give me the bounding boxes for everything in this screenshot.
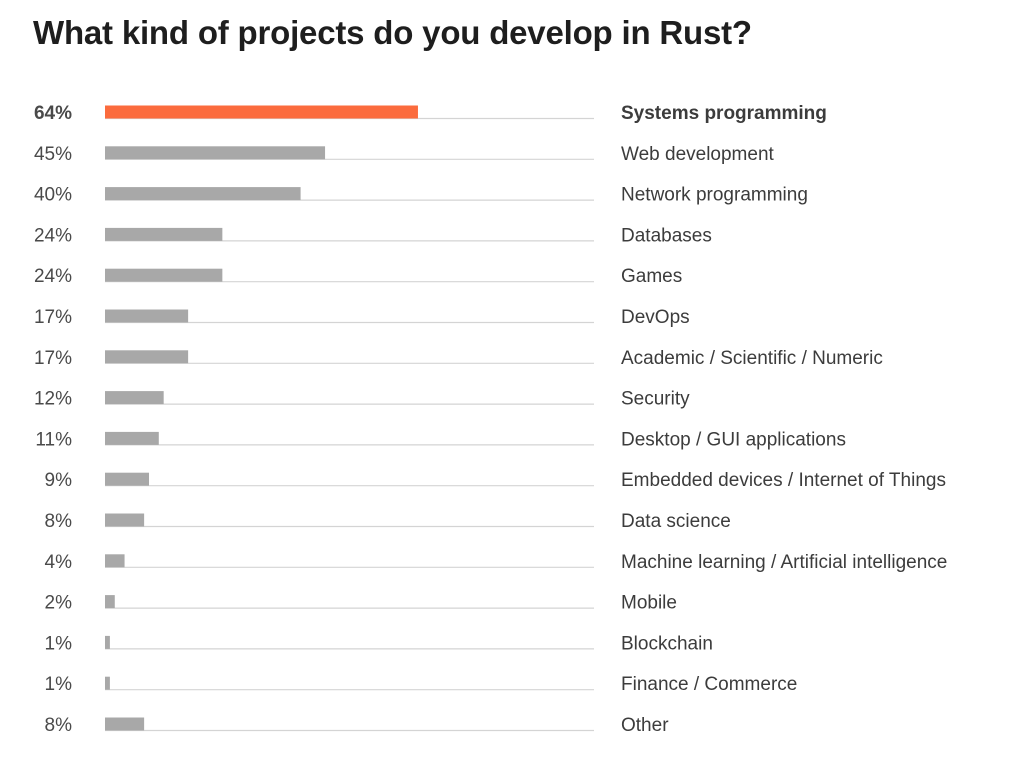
category-label: Finance / Commerce [621,674,797,695]
value-label: 24% [34,225,72,246]
value-label: 4% [45,552,73,573]
bar-row: 45% Web development [34,144,775,165]
value-label: 8% [45,715,73,736]
category-label: Data science [621,511,731,532]
bar [105,472,150,486]
bar-row: 11% Desktop / GUI applications [35,429,846,450]
chart-title: What kind of projects do you develop in … [33,14,752,51]
category-label: Systems programming [621,103,827,124]
bar [105,146,326,160]
bar [105,717,145,731]
category-label: Security [621,389,690,410]
bar [105,635,110,649]
bar [105,595,115,609]
category-label: Databases [621,225,712,246]
value-label: 17% [34,307,72,328]
bar-row: 40% Network programming [34,185,808,206]
bar-row: 64% Systems programming [34,103,827,124]
bar-row: 1% Finance / Commerce [45,674,798,695]
bar [105,554,125,568]
bar [105,268,223,282]
category-label: Web development [621,144,775,165]
bar-row: 2% Mobile [45,593,677,614]
bar-row: 9% Embedded devices / Internet of Things [45,470,946,491]
bar-row: 8% Other [45,715,670,736]
bar-row: 17% DevOps [34,307,690,328]
value-label: 40% [34,185,72,206]
bar-row: 1% Blockchain [45,633,713,654]
bar [105,187,301,201]
bar-row: 8% Data science [45,511,731,532]
value-label: 2% [45,593,73,614]
category-label: Blockchain [621,633,713,654]
value-label: 9% [45,470,73,491]
category-label: Games [621,266,682,287]
bar [105,676,110,690]
value-label: 17% [34,348,72,369]
category-label: Mobile [621,593,677,614]
bar-highlighted [105,105,418,119]
bar [105,350,189,364]
category-label: Academic / Scientific / Numeric [621,348,883,369]
bar [105,227,223,241]
category-label: Desktop / GUI applications [621,429,846,450]
category-label: DevOps [621,307,690,328]
value-label: 45% [34,144,72,165]
value-label: 1% [45,633,73,654]
bar-row: 4% Machine learning / Artificial intellig… [45,552,948,573]
bar [105,309,189,323]
bar [105,391,164,405]
category-label: Network programming [621,185,808,206]
bar [105,431,159,445]
value-label: 24% [34,266,72,287]
value-label: 11% [35,429,72,450]
value-label: 1% [45,674,73,695]
value-label: 12% [34,389,72,410]
category-label: Other [621,715,669,736]
bar-row: 24% Databases [34,225,712,246]
value-label: 8% [45,511,73,532]
chart-rows: 64% Systems programming 45% Web development… [34,103,947,736]
bar-row: 24% Games [34,266,682,287]
category-label: Machine learning / Artificial intelligen… [621,552,947,573]
bar-row: 12% Security [34,389,690,410]
value-label: 64% [34,103,72,124]
bar-row: 17% Academic / Scientific / Numeric [34,348,883,369]
category-label: Embedded devices / Internet of Things [621,470,946,491]
bar [105,513,145,527]
